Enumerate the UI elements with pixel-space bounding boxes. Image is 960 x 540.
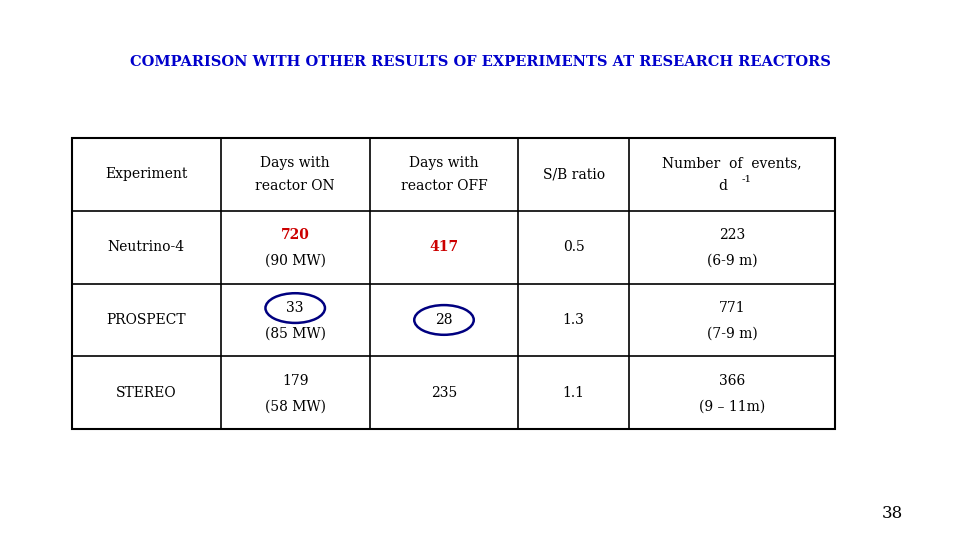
Text: S/B ratio: S/B ratio [542, 167, 605, 181]
Text: -1: -1 [741, 174, 752, 184]
Text: reactor OFF: reactor OFF [400, 179, 488, 193]
Text: 1.1: 1.1 [563, 386, 585, 400]
Text: d: d [718, 179, 727, 193]
Text: 179: 179 [282, 374, 308, 388]
Text: (58 MW): (58 MW) [265, 400, 325, 413]
Text: Number  of  events,: Number of events, [662, 157, 802, 170]
Text: STEREO: STEREO [116, 386, 177, 400]
Text: 417: 417 [429, 240, 459, 254]
Text: (9 – 11m): (9 – 11m) [699, 400, 765, 413]
Text: (7-9 m): (7-9 m) [707, 327, 757, 340]
Text: Experiment: Experiment [106, 167, 187, 181]
Text: COMPARISON WITH OTHER RESULTS OF EXPERIMENTS AT RESEARCH REACTORS: COMPARISON WITH OTHER RESULTS OF EXPERIM… [130, 55, 830, 69]
Text: PROSPECT: PROSPECT [107, 313, 186, 327]
Text: Days with: Days with [409, 157, 479, 170]
Text: (6-9 m): (6-9 m) [707, 254, 757, 267]
Text: reactor ON: reactor ON [255, 179, 335, 193]
Text: 235: 235 [431, 386, 457, 400]
Text: 33: 33 [286, 301, 304, 315]
Text: Neutrino-4: Neutrino-4 [108, 240, 185, 254]
Text: 720: 720 [280, 228, 310, 242]
Text: 28: 28 [435, 313, 453, 327]
Text: (85 MW): (85 MW) [265, 327, 325, 340]
Text: (90 MW): (90 MW) [265, 254, 325, 267]
Text: 1.3: 1.3 [563, 313, 585, 327]
Text: 771: 771 [719, 301, 745, 315]
Text: 223: 223 [719, 228, 745, 242]
Text: 38: 38 [882, 504, 903, 522]
Text: Days with: Days with [260, 157, 330, 170]
Text: 366: 366 [719, 374, 745, 388]
Text: 0.5: 0.5 [563, 240, 585, 254]
